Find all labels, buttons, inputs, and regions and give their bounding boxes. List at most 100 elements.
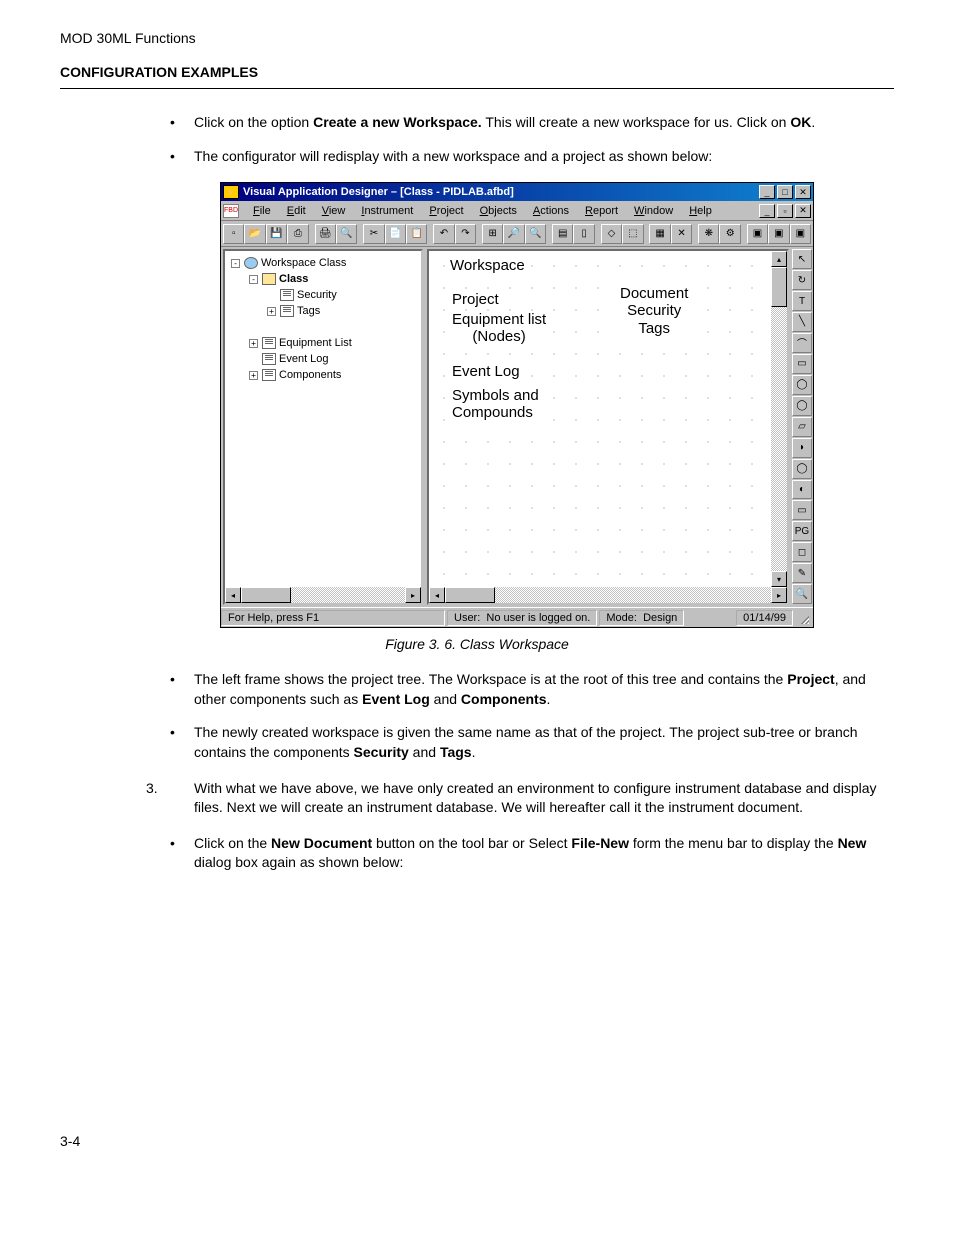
menu-edit[interactable]: Edit <box>279 203 314 219</box>
status-mode: Mode: Design <box>599 610 684 626</box>
tree-item[interactable]: -Workspace Class <box>227 255 419 271</box>
tool-button[interactable]: ◯ <box>792 459 812 479</box>
toolbar-button[interactable]: ▣ <box>768 224 789 244</box>
toolbar-button[interactable]: ▯ <box>573 224 594 244</box>
tree-item[interactable]: - Class <box>227 271 419 287</box>
tree-toggle[interactable]: + <box>267 307 276 316</box>
tool-button[interactable]: ◯ <box>792 375 812 395</box>
canvas-panel[interactable]: Workspace Project Equipment list (Nodes)… <box>427 249 789 605</box>
annot-eventlog: Event Log <box>451 363 521 380</box>
toolbar-button[interactable]: 🖨 <box>315 224 336 244</box>
canvas-hscroll-thumb[interactable] <box>445 587 495 603</box>
toolbar-button[interactable]: ⊞ <box>482 224 503 244</box>
tool-button[interactable]: ✎ <box>792 563 812 583</box>
scroll-thumb[interactable] <box>241 587 291 603</box>
tool-button[interactable]: ╲ <box>792 312 812 332</box>
numbered-marker: 3. <box>146 779 158 799</box>
tree-item[interactable]: Event Log <box>227 351 419 367</box>
toolbar-button[interactable]: ↷ <box>455 224 476 244</box>
toolbar-button[interactable]: 💾 <box>266 224 287 244</box>
bullet-item: The left frame shows the project tree. T… <box>170 670 894 709</box>
menu-window[interactable]: Window <box>626 203 681 219</box>
menu-objects[interactable]: Objects <box>472 203 525 219</box>
scroll-right-button[interactable]: ▸ <box>405 587 421 603</box>
toolbar-button[interactable]: 🔎 <box>503 224 524 244</box>
toolbar-button[interactable]: ⚙ <box>719 224 740 244</box>
toolbar-button[interactable]: 🔍 <box>336 224 357 244</box>
tool-button[interactable]: ⌒ <box>792 333 812 353</box>
tree-item[interactable]: +Equipment List <box>227 335 419 351</box>
scroll-down-button[interactable]: ▾ <box>771 571 787 587</box>
tool-button[interactable]: ▱ <box>792 417 812 437</box>
toolbar-button[interactable]: ❋ <box>698 224 719 244</box>
menu-actions[interactable]: Actions <box>525 203 577 219</box>
toolbar-button[interactable]: ▫ <box>223 224 244 244</box>
close-button[interactable]: ✕ <box>795 185 811 199</box>
tool-button[interactable]: 🔍 <box>792 584 812 604</box>
tree-panel[interactable]: -Workspace Class-ClassSecurity+Tags+Equi… <box>223 249 423 605</box>
vscroll-track[interactable] <box>771 267 787 571</box>
toolbar-button[interactable]: ⎙ <box>287 224 308 244</box>
menu-project[interactable]: Project <box>421 203 471 219</box>
tree-item[interactable] <box>227 319 419 335</box>
toolbar-button[interactable]: 📂 <box>244 224 265 244</box>
toolbar-button[interactable]: 📋 <box>406 224 427 244</box>
annot-document: Document Security Tags <box>619 285 689 337</box>
toolbar-button[interactable]: ⬚ <box>622 224 643 244</box>
canvas-scroll-right-button[interactable]: ▸ <box>771 587 787 603</box>
canvas-scroll-left-button[interactable]: ◂ <box>429 587 445 603</box>
resize-grip[interactable] <box>795 610 811 626</box>
mdi-icon[interactable]: FBD <box>223 204 239 218</box>
tool-button[interactable]: ▭ <box>792 354 812 374</box>
tree-item[interactable]: Security <box>227 287 419 303</box>
canvas-vscroll[interactable]: ▴ ▾ <box>771 251 787 587</box>
minimize-button[interactable]: _ <box>759 185 775 199</box>
tree-toggle[interactable]: + <box>249 339 258 348</box>
toolbar-button[interactable]: 📄 <box>385 224 406 244</box>
mdi-minimize-button[interactable]: _ <box>759 204 775 218</box>
tool-button[interactable]: ◐ <box>792 480 812 500</box>
menu-help[interactable]: Help <box>681 203 720 219</box>
toolbar-button[interactable]: ▣ <box>790 224 811 244</box>
tool-button[interactable]: ◯ <box>792 396 812 416</box>
client-area: -Workspace Class-ClassSecurity+Tags+Equi… <box>221 247 813 607</box>
tree-label: Tags <box>297 305 320 317</box>
scroll-up-button[interactable]: ▴ <box>771 251 787 267</box>
titlebar[interactable]: ⚡ Visual Application Designer – [Class -… <box>221 183 813 201</box>
menu-file[interactable]: File <box>245 203 279 219</box>
tree-hscroll[interactable]: ◂ ▸ <box>225 587 421 603</box>
tree-item[interactable]: +Components <box>227 367 419 383</box>
tool-button[interactable]: ↻ <box>792 270 812 290</box>
toolbar-button[interactable]: ↶ <box>433 224 454 244</box>
tool-button[interactable]: T <box>792 291 812 311</box>
tool-button[interactable]: ◻ <box>792 542 812 562</box>
toolbar-button[interactable]: ▤ <box>552 224 573 244</box>
toolbar-button[interactable]: ◇ <box>601 224 622 244</box>
toolbar-button[interactable]: ✕ <box>671 224 692 244</box>
toolbar-button[interactable]: 🔍 <box>525 224 546 244</box>
menu-view[interactable]: View <box>314 203 354 219</box>
tree-item[interactable]: + Tags <box>227 303 419 319</box>
tool-button[interactable]: ◗ <box>792 438 812 458</box>
scroll-left-button[interactable]: ◂ <box>225 587 241 603</box>
tree-toggle[interactable]: - <box>231 259 240 268</box>
tree-toggle[interactable]: + <box>249 371 258 380</box>
menu-report[interactable]: Report <box>577 203 626 219</box>
tree-toggle[interactable]: - <box>249 275 258 284</box>
mdi-close-button[interactable]: ✕ <box>795 204 811 218</box>
doc-icon <box>262 353 276 365</box>
mdi-restore-button[interactable]: ▫ <box>777 204 793 218</box>
canvas-hscroll[interactable]: ◂ ▸ <box>429 587 787 603</box>
menu-instrument[interactable]: Instrument <box>353 203 421 219</box>
tool-button[interactable]: ▭ <box>792 500 812 520</box>
toolbar-button[interactable]: ✂ <box>363 224 384 244</box>
canvas-hscroll-track[interactable] <box>445 587 771 603</box>
tool-button[interactable]: ↖ <box>792 249 812 269</box>
tool-button[interactable]: PG <box>792 521 812 541</box>
tree-label: Class <box>279 273 308 285</box>
toolbar-button[interactable]: ▦ <box>649 224 670 244</box>
maximize-button[interactable]: □ <box>777 185 793 199</box>
vscroll-thumb[interactable] <box>771 267 787 307</box>
scroll-track[interactable] <box>241 587 405 603</box>
toolbar-button[interactable]: ▣ <box>747 224 768 244</box>
